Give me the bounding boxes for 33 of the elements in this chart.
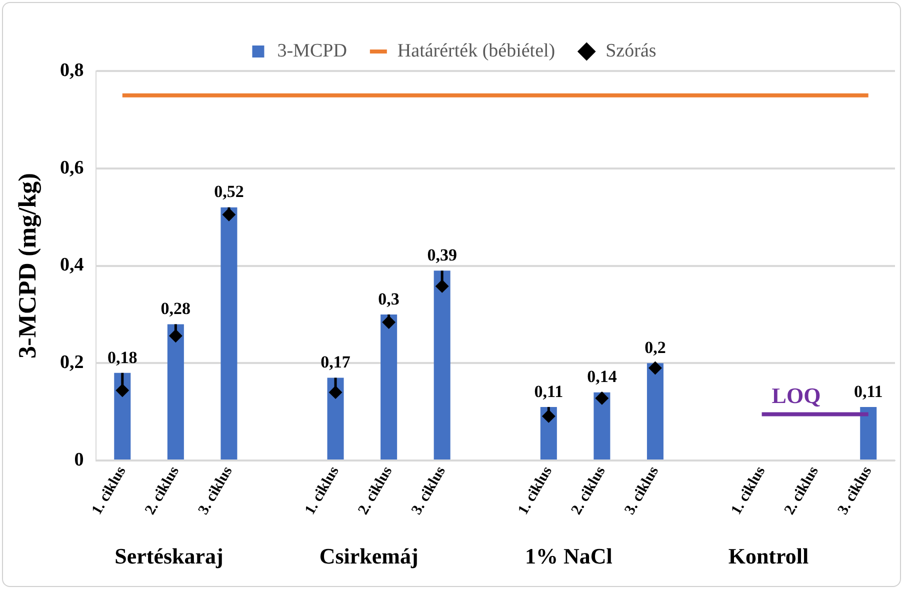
y-tick-label: 0,8 <box>60 60 84 81</box>
legend-label: Szórás <box>606 40 656 62</box>
bar <box>380 314 398 460</box>
data-label: 0,17 <box>320 352 351 372</box>
bar <box>594 392 610 460</box>
y-tick-label: 0,6 <box>60 157 84 178</box>
y-axis-title: 3-MCPD (mg/kg) <box>14 173 42 358</box>
data-label: 0,39 <box>427 246 457 265</box>
data-label: 0,52 <box>214 182 244 202</box>
series-label: LOQ <box>772 382 821 408</box>
data-label: 0,18 <box>108 348 138 367</box>
y-tick-label: 0,4 <box>60 254 84 276</box>
bar <box>220 207 238 460</box>
text: Csirkemáj <box>319 544 418 569</box>
data-label: 0,11 <box>534 382 564 401</box>
bar <box>167 324 184 460</box>
y-tick-label: 0 <box>74 449 84 470</box>
text: 1% NaCl <box>524 544 612 569</box>
bar <box>434 270 450 460</box>
bar <box>646 363 664 460</box>
data-label: 0,2 <box>644 338 666 358</box>
text: Kontroll <box>728 544 809 569</box>
data-label: 0,14 <box>587 367 618 386</box>
legend-label: 3-MCPD <box>277 40 347 62</box>
y-tick-label: 0,2 <box>60 352 84 374</box>
data-label: 0,28 <box>160 299 191 318</box>
data-label: 0,3 <box>378 289 400 308</box>
bar <box>327 378 344 460</box>
legend-label: Határérték (bébiétel) <box>397 40 556 62</box>
bar <box>114 372 131 460</box>
text: Sertéskaraj <box>114 544 224 569</box>
data-label: 0,11 <box>854 382 883 401</box>
bar <box>860 406 877 460</box>
